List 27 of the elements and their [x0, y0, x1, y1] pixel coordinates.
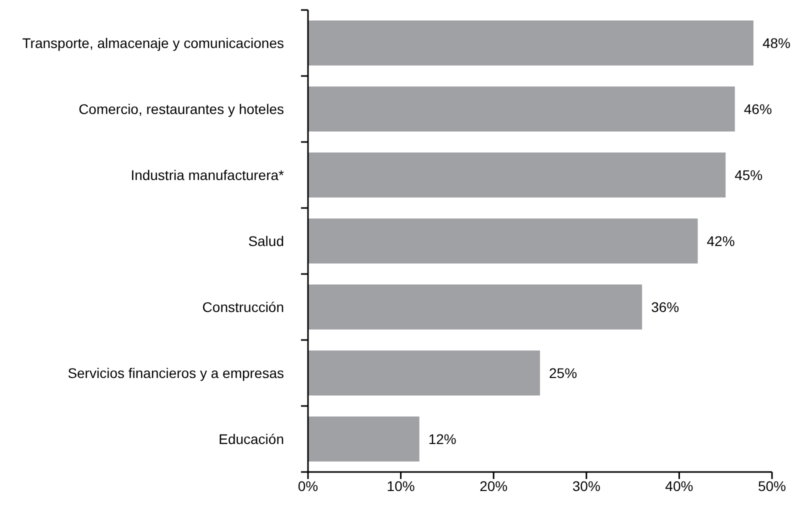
- bar: [308, 218, 698, 264]
- y-tick-label: Construcción: [202, 298, 284, 315]
- x-tick-label: 10%: [386, 478, 415, 494]
- data-label: 36%: [651, 299, 680, 316]
- data-label: 25%: [549, 365, 578, 382]
- y-tick-label: Industria manufacturera*: [130, 166, 285, 183]
- x-tick-label: 50%: [758, 478, 786, 494]
- bar: [308, 284, 642, 330]
- data-label: 46%: [744, 101, 772, 118]
- bar: [308, 350, 540, 396]
- y-tick-label: Comercio, restaurantes y hoteles: [78, 100, 284, 117]
- y-tick-label: Transporte, almacenaje y comunicaciones: [22, 34, 284, 51]
- x-tick-label: 30%: [572, 478, 600, 494]
- y-tick-label: Servicios financieros y a empresas: [68, 364, 284, 381]
- y-tick-label: Educación: [218, 430, 284, 447]
- x-tick-label: 40%: [665, 478, 694, 494]
- data-label: 48%: [762, 35, 790, 52]
- bar: [308, 20, 754, 66]
- x-tick-label: 20%: [480, 478, 508, 494]
- data-label: 42%: [706, 233, 735, 250]
- bar: [308, 152, 726, 198]
- bar: [308, 416, 420, 462]
- y-tick-label: Salud: [248, 232, 284, 249]
- data-label: 45%: [734, 167, 763, 184]
- data-label: 12%: [428, 431, 456, 448]
- bar: [308, 86, 735, 132]
- x-tick-label: 0%: [298, 478, 318, 494]
